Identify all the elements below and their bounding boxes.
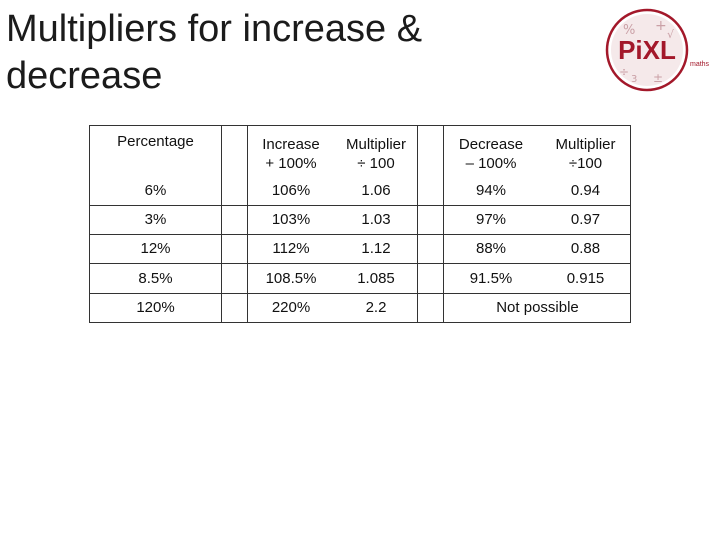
pixl-logo: % + √ ÷ ± 3 PiXL maths — [605, 8, 710, 92]
multipliers-table: Percentage Increase + 100% Multiplier ÷ … — [89, 125, 631, 323]
table-cell: 12% — [140, 240, 171, 257]
table-cell: 220% — [271, 299, 311, 316]
table-cell: 0.88 — [570, 240, 601, 257]
table-cell: 112% — [272, 240, 310, 257]
header-decrease-multiplier: Multiplier ÷100 — [555, 136, 616, 172]
title-line-1: Multipliers for increase & — [6, 8, 423, 50]
row-divider — [90, 263, 630, 264]
row-divider — [90, 205, 630, 206]
header-decrease: Decrease – 100% — [458, 136, 524, 172]
table-cell-not-possible: Not possible — [496, 299, 579, 316]
svg-text:÷: ÷ — [619, 65, 629, 79]
title-line-2: decrease — [6, 55, 163, 97]
logo-subtext: maths — [690, 61, 710, 68]
header-increase: Increase + 100% — [262, 136, 320, 172]
column-divider — [443, 126, 444, 322]
table-cell: 1.085 — [357, 269, 395, 287]
table-cell: 103% — [271, 211, 311, 228]
logo-text: PiXL — [618, 35, 676, 65]
table-cell: 0.97 — [570, 211, 601, 228]
svg-text:±: ± — [653, 71, 663, 85]
column-divider — [417, 126, 418, 322]
table-cell: 108.5% — [265, 269, 317, 287]
header-increase-multiplier: Multiplier ÷ 100 — [345, 136, 406, 172]
table-cell: 3% — [144, 211, 167, 228]
table-cell: 0.94 — [570, 182, 601, 199]
svg-text:3: 3 — [631, 74, 637, 85]
table-cell: 2.2 — [365, 299, 387, 316]
row-divider — [90, 293, 630, 294]
table-cell: 8.5% — [138, 269, 173, 287]
table-cell: 88% — [475, 240, 507, 257]
table-cell: 120% — [136, 299, 175, 316]
table-cell: 6% — [144, 182, 167, 199]
table-cell: 97% — [475, 211, 507, 228]
table-cell: 1.12 — [361, 240, 391, 257]
svg-text:%: % — [623, 23, 635, 38]
table-cell: 94% — [475, 182, 507, 199]
row-divider — [90, 234, 630, 235]
page-title: Multipliers for increase & decrease — [6, 6, 566, 100]
svg-text:+: + — [655, 18, 667, 34]
column-divider — [221, 126, 222, 322]
table-cell: 0.915 — [566, 269, 605, 287]
table-cell: 1.03 — [361, 211, 391, 228]
column-divider — [247, 126, 248, 322]
table-cell: 106% — [271, 182, 311, 199]
table-cell: 1.06 — [361, 182, 391, 199]
header-percentage: Percentage — [117, 133, 194, 150]
table-cell: 91.5% — [469, 269, 513, 287]
svg-text:√: √ — [667, 28, 675, 41]
